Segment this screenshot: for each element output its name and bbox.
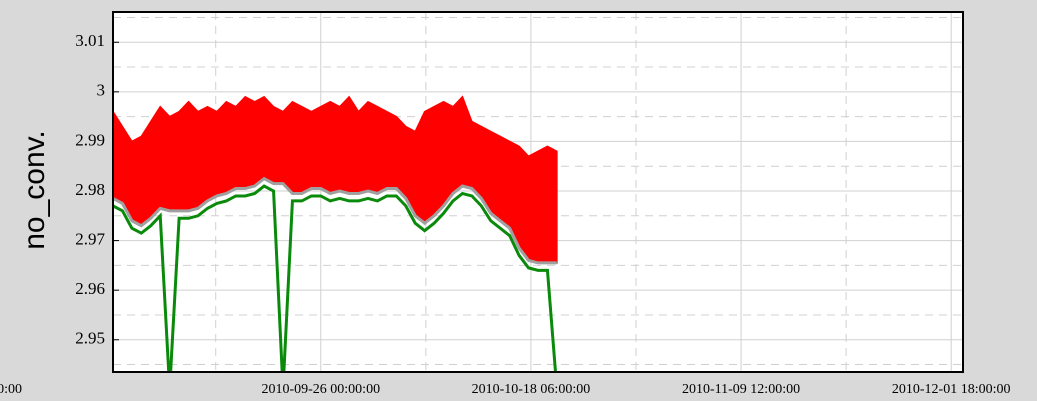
- y-tick-label: 2.95: [75, 329, 105, 348]
- y-tick-label: 3.01: [75, 31, 105, 50]
- y-axis-label: no_conv.: [18, 130, 51, 250]
- series-line: [113, 184, 558, 372]
- x-tick-label: 2010-09-26 00:00:00: [261, 382, 380, 397]
- y-tick-label: 3: [97, 81, 106, 100]
- tick-labels: 2.95 2.96 2.97 2.98 2.99 3 3.01 2010-09-03 18:0…: [0, 31, 1010, 397]
- series-line: [113, 176, 557, 265]
- x-tick-label: 2010-11-09 12:00:00: [682, 382, 800, 397]
- x-tick-label: 2010-09-03 18:00:00: [0, 382, 22, 397]
- y-tick-label: 2.99: [75, 130, 105, 149]
- marks: [113, 95, 558, 372]
- plot-border: [112, 11, 964, 373]
- x-tick-label: 2010-12-01 18:00:00: [892, 382, 1011, 397]
- y-tick-label: 2.97: [75, 230, 105, 249]
- y-tick-label: 2.96: [75, 279, 105, 298]
- y-tick-label: 2.98: [75, 180, 105, 199]
- x-tick-label: 2010-10-18 06:00:00: [472, 382, 591, 397]
